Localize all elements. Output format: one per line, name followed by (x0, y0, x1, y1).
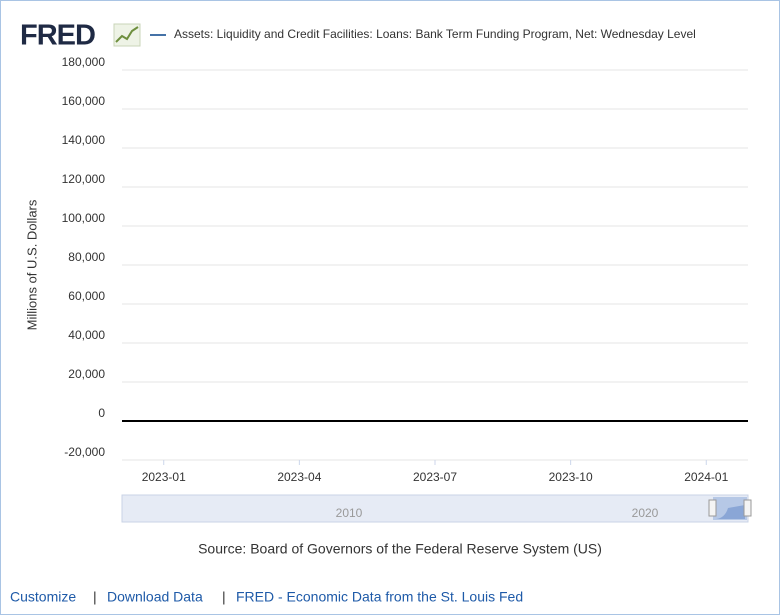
footer-link[interactable]: Download Data (107, 589, 203, 605)
x-tick-label: 2023-07 (413, 470, 457, 484)
x-tick-label: 2023-04 (277, 470, 321, 484)
logo: FRED (20, 20, 95, 52)
navigator-label: 2020 (632, 506, 659, 520)
y-tick-label: 80,000 (68, 250, 105, 264)
y-tick-label: 120,000 (62, 172, 106, 186)
y-tick-label: 20,000 (68, 367, 105, 381)
logo-icon (113, 23, 141, 47)
y-tick-label: 60,000 (68, 289, 105, 303)
x-tick-label: 2023-01 (142, 470, 186, 484)
legend-label: Assets: Liquidity and Credit Facilities:… (174, 27, 696, 41)
navigator (121, 494, 749, 523)
navigator-label: 2010 (336, 506, 363, 520)
navigator-handle[interactable] (708, 499, 717, 517)
y-tick-label: 180,000 (62, 55, 106, 69)
x-tick-label: 2024-01 (684, 470, 728, 484)
footer-link[interactable]: FRED - Economic Data from the St. Louis … (236, 589, 523, 605)
y-tick-label: -20,000 (64, 445, 105, 459)
y-axis-title: Millions of U.S. Dollars (24, 199, 39, 330)
y-tick-label: 140,000 (62, 133, 106, 147)
y-tick-label: 100,000 (62, 211, 106, 225)
y-tick-label: 0 (98, 406, 105, 420)
footer-link[interactable]: Customize (10, 589, 76, 605)
navigator-handle[interactable] (743, 499, 752, 517)
x-tick-label: 2023-10 (549, 470, 593, 484)
y-tick-label: 40,000 (68, 328, 105, 342)
navigator-preview (716, 505, 745, 519)
link-separator: | (93, 589, 97, 605)
source-note: Source: Board of Governors of the Federa… (198, 541, 602, 557)
link-separator: | (222, 589, 226, 605)
y-tick-label: 160,000 (62, 94, 106, 108)
